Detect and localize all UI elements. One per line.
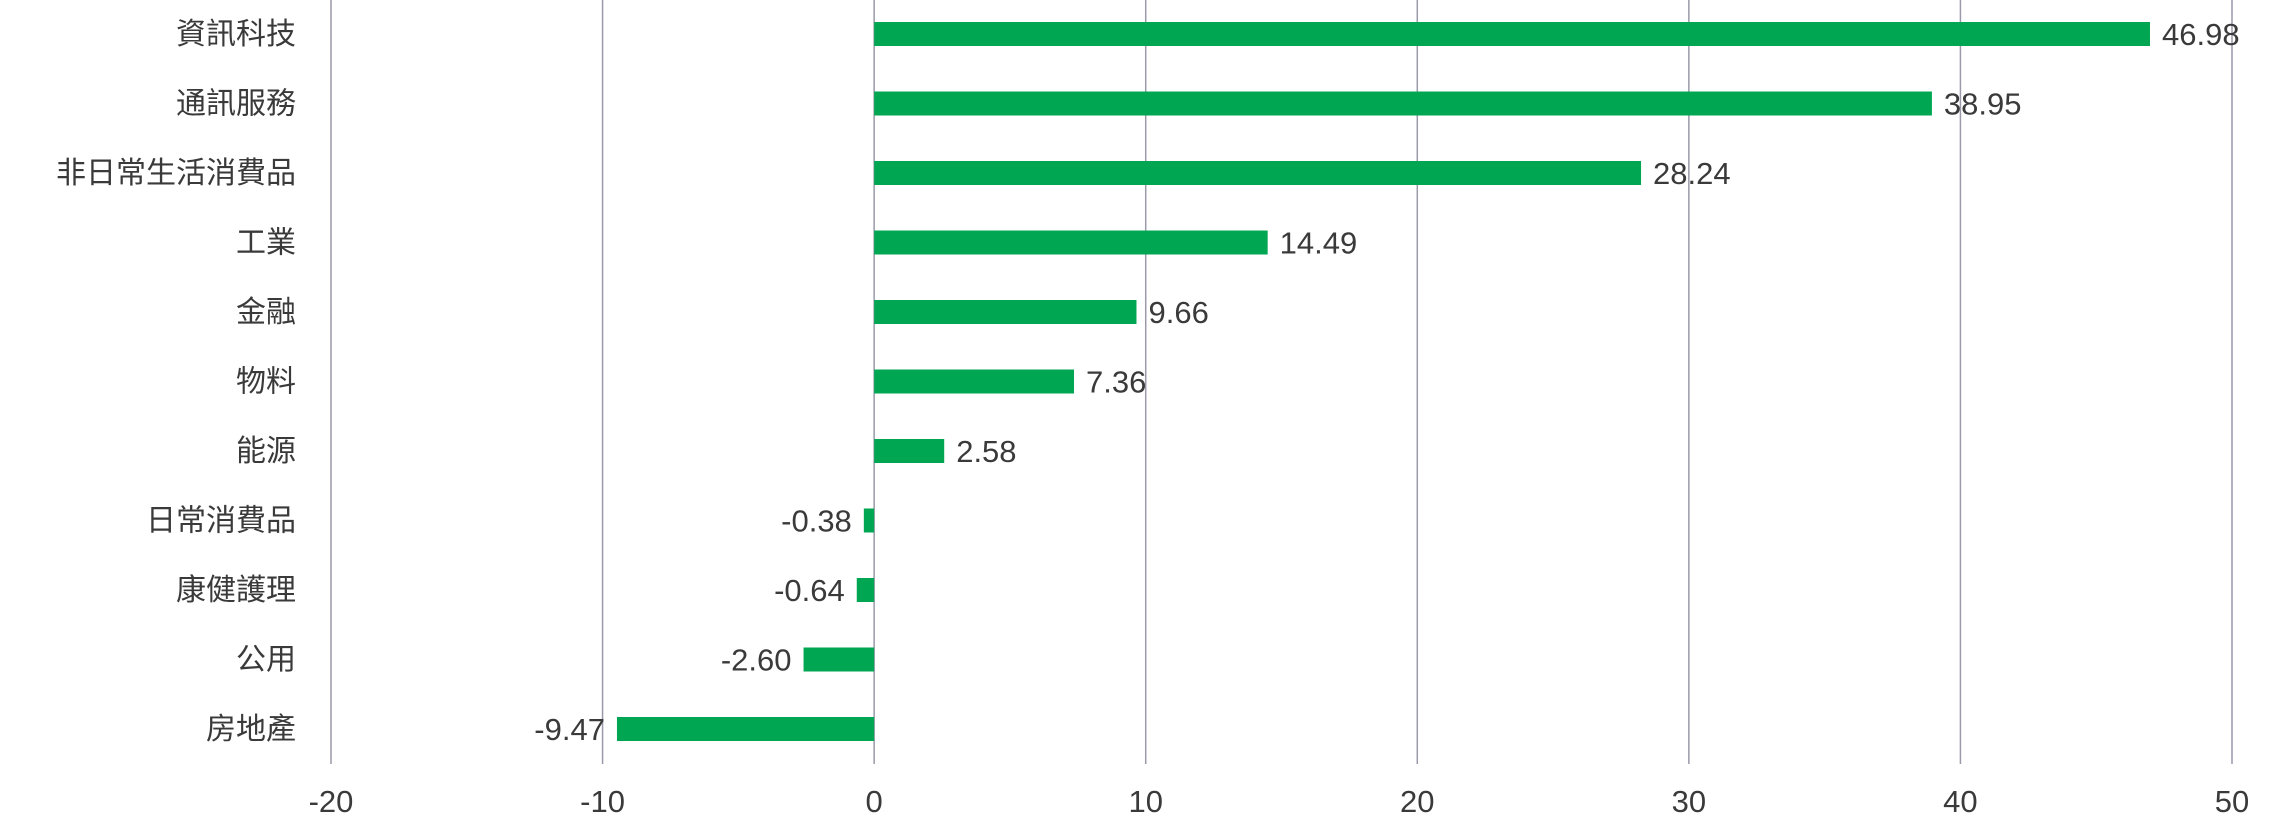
x-tick-label: 30 [1672, 784, 1706, 819]
data-label: 7.36 [1086, 365, 1146, 400]
bar [874, 91, 1932, 116]
data-label: 46.98 [2162, 17, 2240, 52]
category-label: 房地產 [206, 712, 296, 747]
bar [874, 369, 1075, 394]
x-tick-label: 0 [866, 784, 883, 819]
category-label: 資訊科技 [176, 17, 296, 52]
category-label: 能源 [236, 434, 296, 469]
data-label: -0.64 [774, 573, 845, 608]
data-label: 14.49 [1280, 226, 1358, 261]
data-label: 28.24 [1653, 156, 1731, 191]
category-label: 工業 [236, 226, 296, 261]
bar [616, 717, 875, 741]
value-labels: 46.98 38.95 28.24 14.49 9.667.36 2.58 -0.38 -0.… [534, 17, 2239, 747]
x-tick-label: -10 [580, 784, 625, 819]
data-label: 9.66 [1148, 295, 1208, 330]
category-label: 公用 [236, 643, 296, 678]
bars [616, 22, 2150, 741]
x-tick-label: 20 [1400, 784, 1434, 819]
data-label: -2.60 [721, 643, 792, 678]
bar [874, 22, 2150, 46]
data-label: -9.47 [534, 712, 605, 747]
category-label: 金融 [236, 295, 296, 330]
category-label: 通訊服務 [176, 87, 296, 122]
category-label: 康健護理 [176, 573, 296, 608]
bar [874, 230, 1268, 255]
data-label: 2.58 [956, 434, 1016, 469]
x-tick-label: -20 [309, 784, 354, 819]
bar [803, 647, 875, 672]
bar [863, 508, 875, 533]
bar [874, 439, 945, 463]
x-tick-label: 50 [2215, 784, 2249, 819]
x-axis-tick-labels: -20 -10 0 10 20 30 40 50 [309, 784, 2250, 819]
data-label: 38.95 [1944, 87, 2022, 122]
bar [874, 161, 1642, 185]
x-tick-label: 10 [1128, 784, 1162, 819]
category-label: 物料 [236, 365, 296, 400]
category-label: 日常消費品 [146, 504, 296, 539]
data-label: -0.38 [781, 504, 852, 539]
bar [874, 300, 1137, 324]
category-label: 非日常生活消費品 [56, 156, 296, 191]
bar [856, 578, 875, 602]
x-tick-label: 40 [1943, 784, 1977, 819]
